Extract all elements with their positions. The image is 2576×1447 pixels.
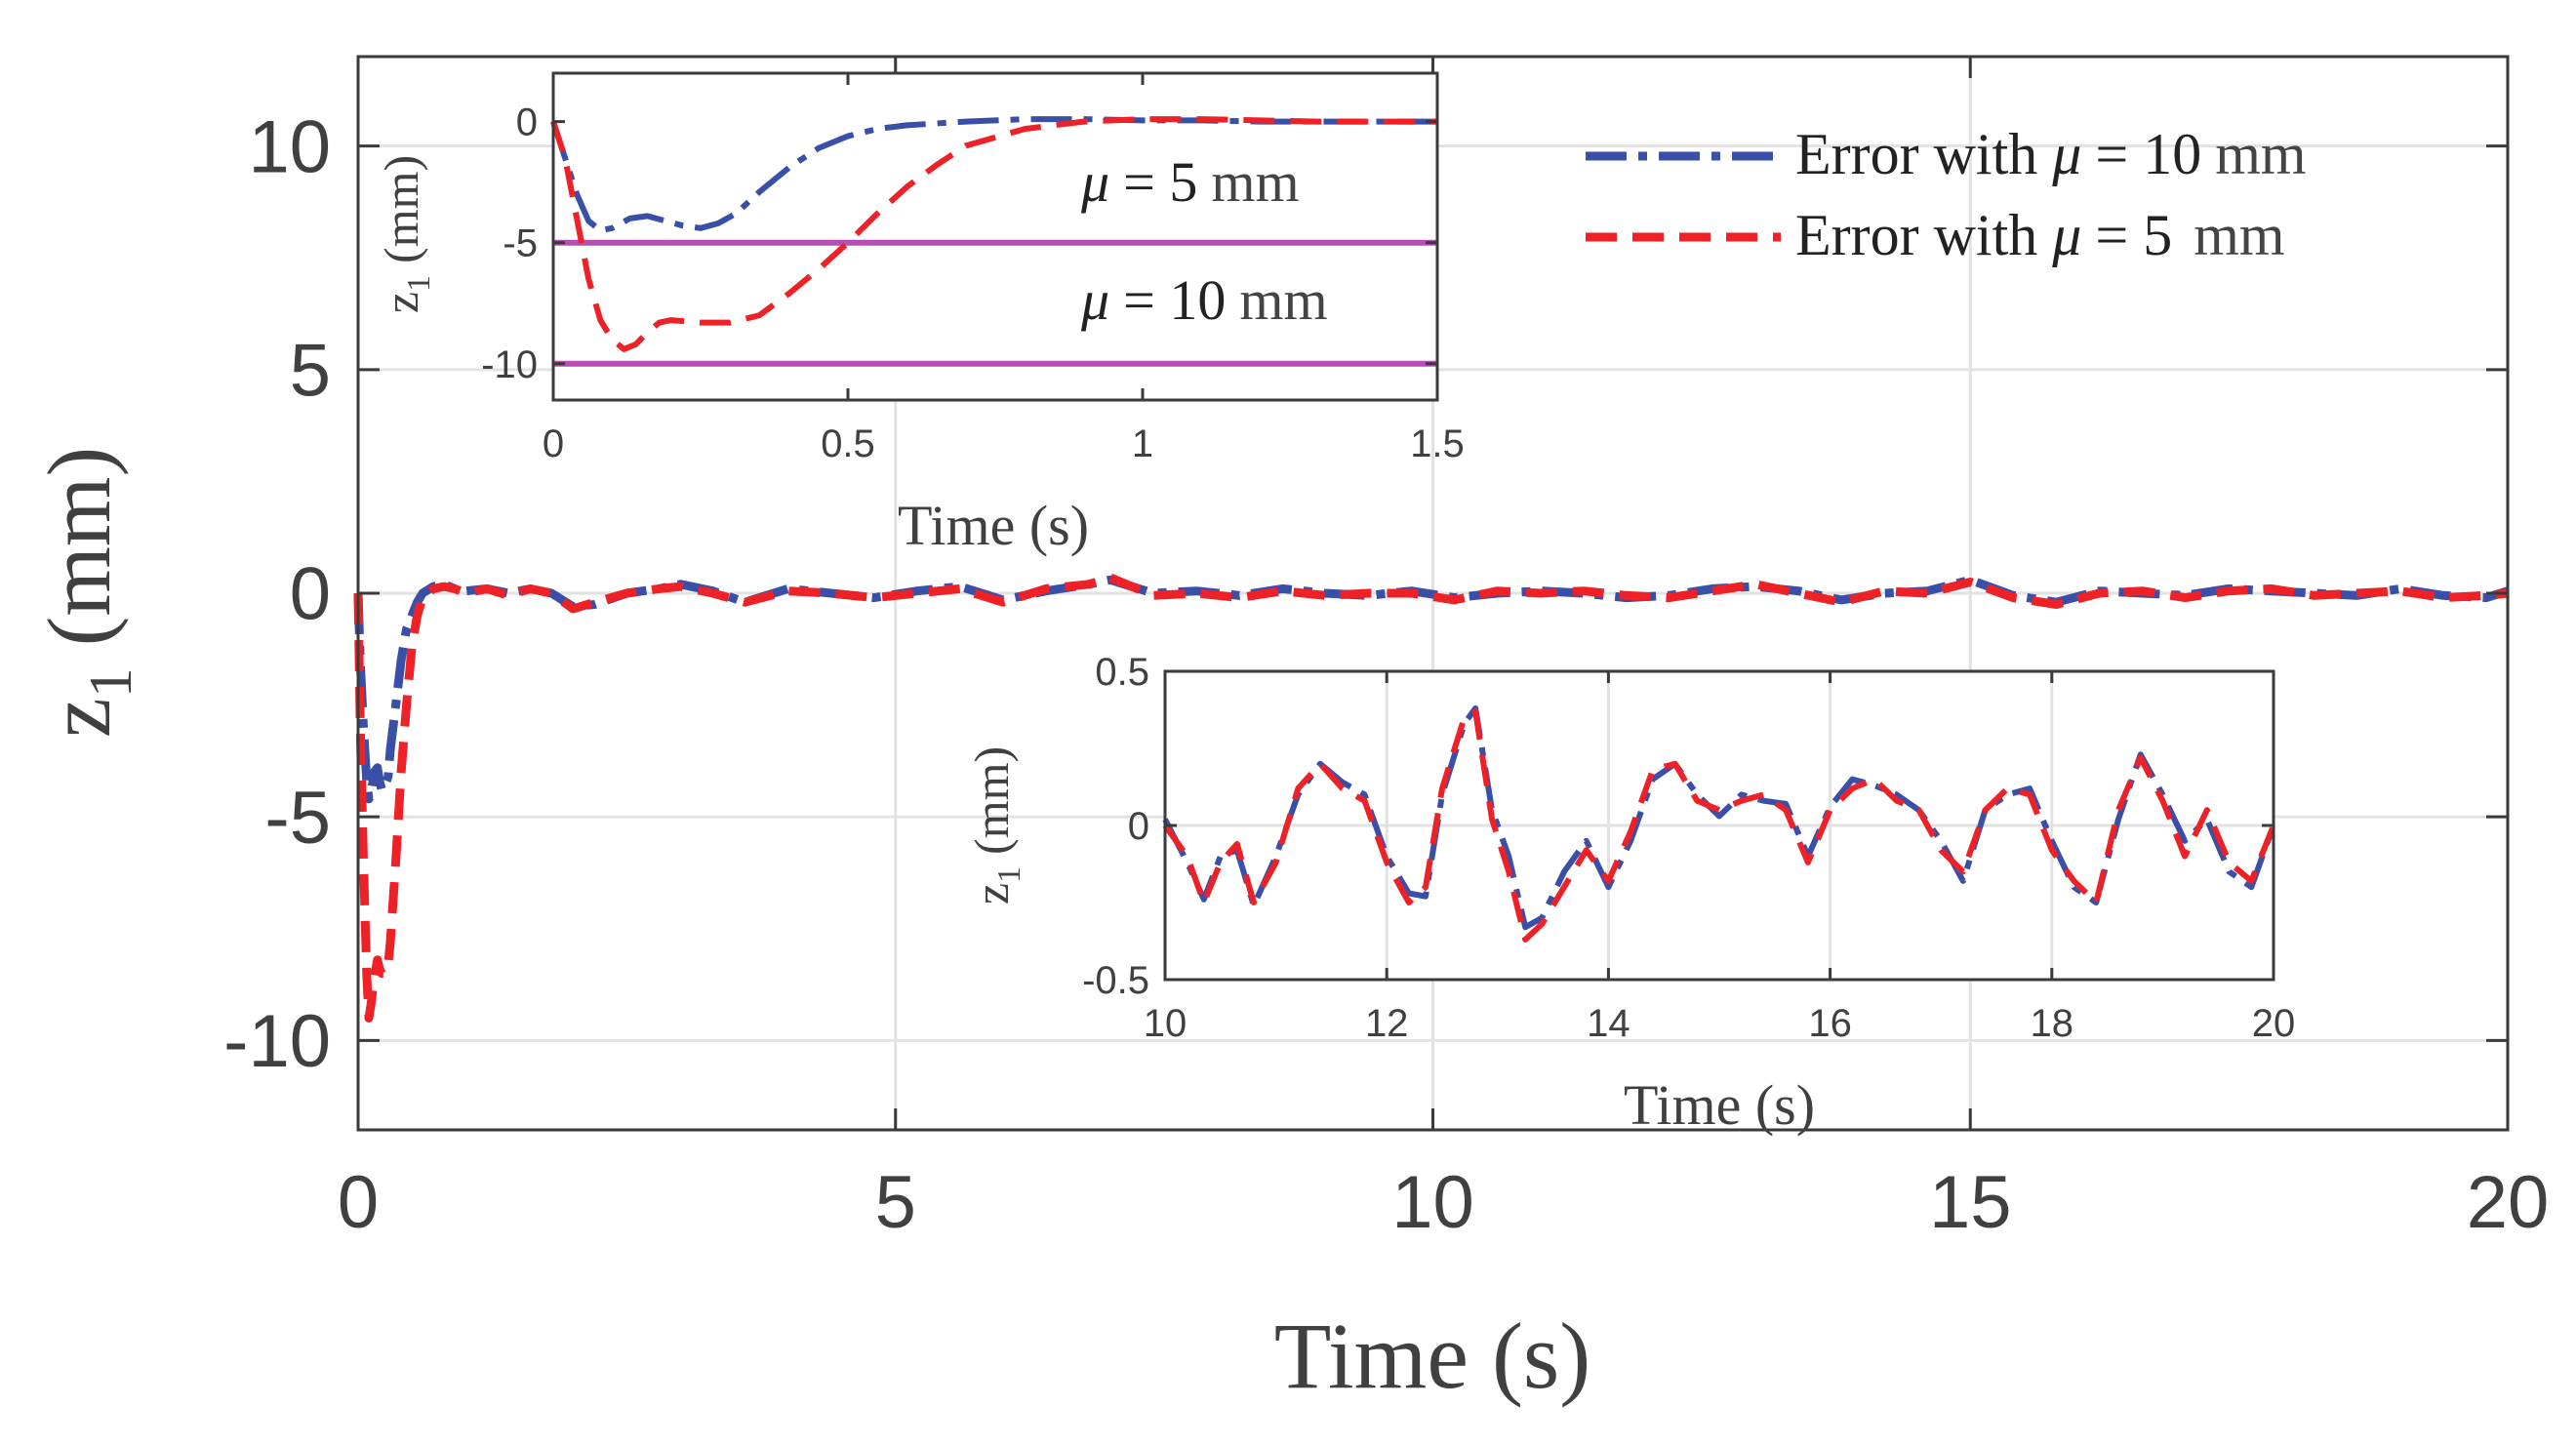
inset1-xtick-label-1: 0.5 bbox=[821, 422, 875, 465]
main-axes-frame bbox=[356, 55, 2510, 1132]
inset-2-tick-labels: 10 12 14 16 18 20 0.5 0 -0.5 bbox=[1082, 651, 2295, 1045]
main-xtick-label-0: 0 bbox=[338, 1161, 379, 1244]
main-xtick-label-2: 10 bbox=[1391, 1161, 1474, 1244]
inset-1-axes: 0 0.5 1 1.5 0 -5 -10 μ = 5 mm μ = 10 mm Time (s) z… bbox=[374, 71, 1465, 557]
svg-text:z1(mm): z1 (mm) bbox=[29, 447, 144, 738]
inset1-xtick-label-2: 1 bbox=[1132, 422, 1153, 465]
main-y-axis-label: z1 (mm) bbox=[29, 447, 144, 738]
inset1-ytick-label-2: -10 bbox=[481, 343, 538, 386]
inset2-xtick-label-1: 12 bbox=[1365, 1002, 1409, 1045]
inset2-xtick-label-2: 14 bbox=[1587, 1002, 1630, 1045]
main-series bbox=[353, 573, 2510, 1023]
inset1-ytick-label-0: 0 bbox=[516, 101, 538, 144]
inset1-xtick-label-0: 0 bbox=[543, 422, 564, 465]
inset2-series-mu5 bbox=[1162, 708, 2276, 943]
inset-1-plot-area bbox=[553, 73, 1437, 400]
inset-2-x-axis-label: Time (s) bbox=[1624, 1073, 1815, 1137]
main-ytick-label-4: -10 bbox=[223, 1000, 331, 1083]
main-x-axis-label: Time (s) bbox=[1274, 1304, 1591, 1408]
main-ytick-label-3: -5 bbox=[264, 777, 331, 860]
legend: Error with μ = 10 mm Error with μ = 5 mm bbox=[1586, 122, 2307, 267]
inset1-series-mu10 bbox=[550, 116, 1437, 234]
inset-1-frame bbox=[551, 71, 1439, 402]
inset-1-series bbox=[550, 116, 1437, 367]
main-xtick-label-3: 15 bbox=[1929, 1161, 2012, 1244]
inset-1-y-axis-label: z1(mm) bbox=[374, 155, 437, 313]
inset-1-hline-label-mu5: μ = 5 mm bbox=[1080, 150, 1300, 214]
inset2-ytick-label-0: 0.5 bbox=[1095, 651, 1149, 694]
main-series-mu5 bbox=[353, 573, 2509, 1023]
svg-text:z1(mm): z1(mm) bbox=[374, 155, 437, 313]
main-y-label-var: z bbox=[29, 698, 129, 738]
svg-text:z1(mm): z1(mm) bbox=[964, 746, 1027, 904]
inset-1-x-axis-label: Time (s) bbox=[898, 494, 1089, 557]
inset2-ytick-label-1: 0 bbox=[1128, 805, 1149, 848]
inset2-xtick-label-4: 18 bbox=[2031, 1002, 2074, 1045]
main-ytick-label-2: 0 bbox=[290, 553, 331, 636]
inset-2-axes: 10 12 14 16 18 20 0.5 0 -0.5 Time (s) z1(mm) bbox=[964, 651, 2295, 1137]
inset1-series-mu5 bbox=[550, 116, 1437, 352]
inset-2-y-axis-label: z1(mm) bbox=[964, 746, 1027, 904]
inset2-xtick-label-5: 20 bbox=[2252, 1002, 2296, 1045]
legend-label-mu10: Error with μ = 10 mm bbox=[1795, 122, 2307, 186]
inset2-series-mu10 bbox=[1162, 704, 2276, 931]
inset-2-frame bbox=[1163, 669, 2275, 982]
main-y-label-unit: (mm) bbox=[29, 447, 129, 646]
inset1-xtick-label-3: 1.5 bbox=[1410, 422, 1465, 465]
legend-label-mu5: Error with μ = 5 mm bbox=[1795, 203, 2285, 267]
inset-1-tick-labels: 0 0.5 1 1.5 0 -5 -10 bbox=[481, 101, 1465, 465]
inset2-ytick-label-2: -0.5 bbox=[1082, 959, 1149, 1002]
main-y-label-sub: 1 bbox=[78, 667, 144, 698]
inset-1-hline-label-mu10: μ = 10 mm bbox=[1080, 268, 1328, 332]
main-ytick-label-1: 5 bbox=[290, 329, 331, 412]
main-ytick-label-0: 10 bbox=[248, 105, 331, 188]
main-xtick-label-4: 20 bbox=[2467, 1161, 2550, 1244]
main-xtick-label-1: 5 bbox=[875, 1161, 916, 1244]
inset1-ytick-label-1: -5 bbox=[503, 222, 538, 265]
inset2-xtick-label-3: 16 bbox=[1808, 1002, 1852, 1045]
inset-2-series bbox=[1162, 704, 2276, 943]
inset2-xtick-label-0: 10 bbox=[1144, 1002, 1187, 1045]
